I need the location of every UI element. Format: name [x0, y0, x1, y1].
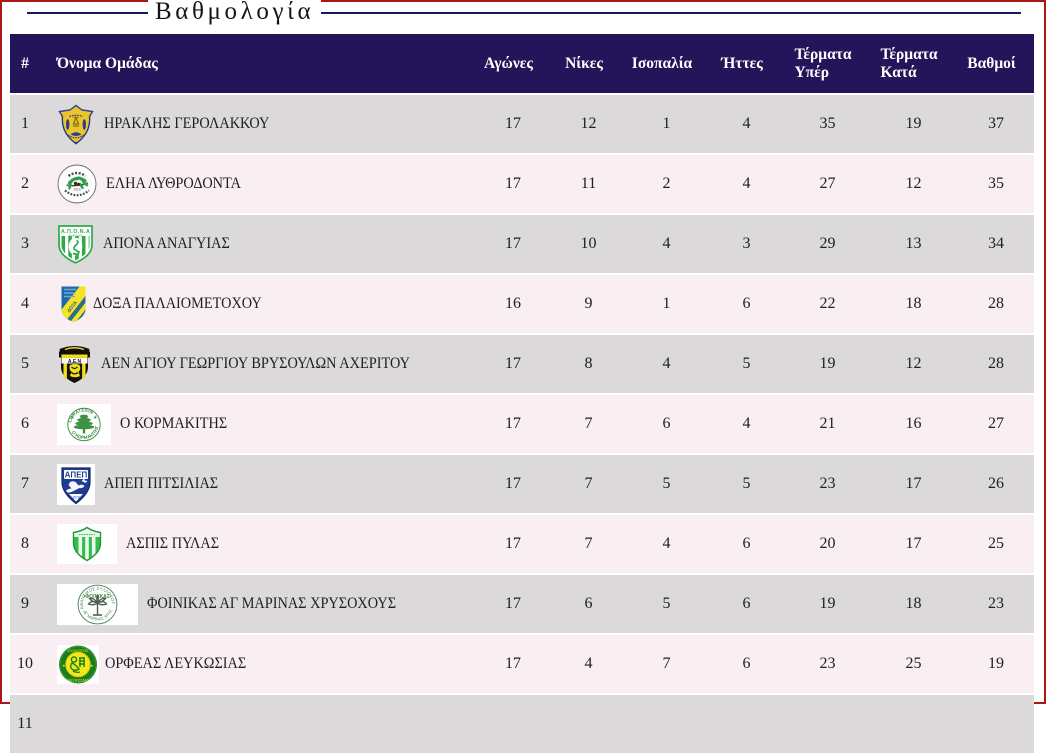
svg-text:★: ★	[62, 663, 66, 668]
svg-text:ΑΠΕΠ: ΑΠΕΠ	[65, 470, 88, 479]
svg-text:Α.Ε.Ν: Α.Ε.Ν	[68, 359, 82, 365]
svg-text:★: ★	[90, 663, 94, 668]
svg-text:1919: 1919	[73, 188, 80, 192]
svg-text:1979: 1979	[72, 495, 80, 499]
svg-text:★: ★	[70, 415, 75, 421]
svg-text:★: ★	[93, 415, 98, 421]
svg-text:Α.Π.Ο.Ν.Α: Α.Π.Ο.Ν.Α	[61, 229, 90, 235]
svg-text:ΑΝΑΓΥΙΑΣ: ΑΝΑΓΥΙΑΣ	[68, 234, 83, 238]
svg-text:ΣΥΛΛΟΓΟΣ: ΣΥΛΛΟΓΟΣ	[67, 648, 89, 653]
svg-text:ΛΕΥΚΩΣΙΑΣ: ΛΕΥΚΩΣΙΑΣ	[67, 677, 90, 682]
